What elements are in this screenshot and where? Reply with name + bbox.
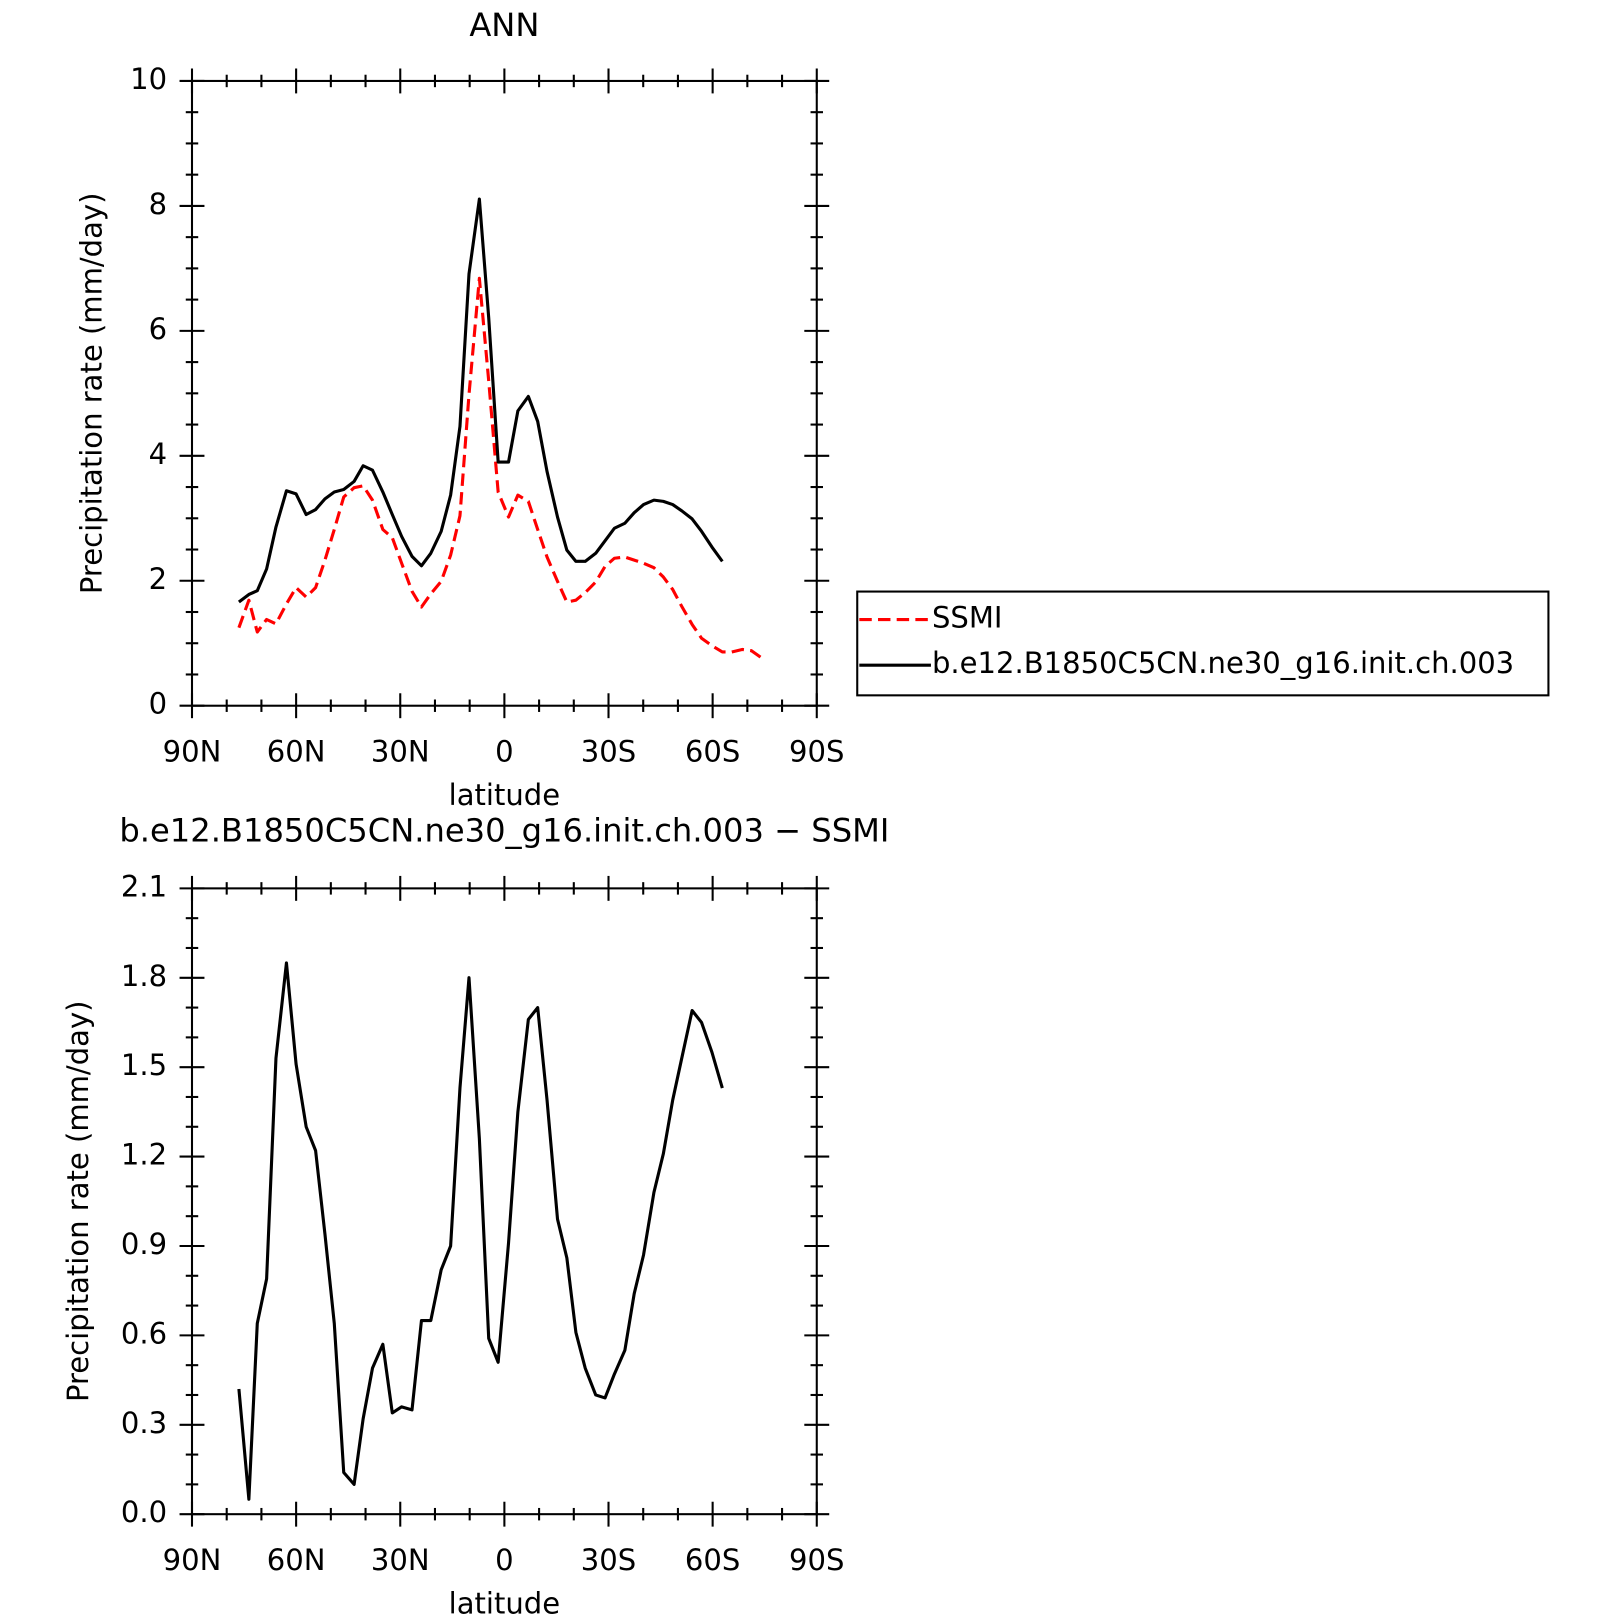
x-tick-label: 0 xyxy=(495,734,513,768)
y-tick-label: 1.8 xyxy=(121,959,167,993)
y-tick-label: 8 xyxy=(149,187,167,221)
data-line xyxy=(237,276,763,660)
y-tick-label: 1.5 xyxy=(121,1048,167,1082)
x-tick-label: 90N xyxy=(163,1543,222,1577)
y-tick-label: 0.3 xyxy=(121,1406,167,1440)
x-tick-label: 0 xyxy=(495,1543,513,1577)
legend-label: SSMI xyxy=(932,601,1003,635)
y-axis-label: Precipitation rate (mm/day) xyxy=(74,193,108,595)
chart-title: ANN xyxy=(469,6,539,44)
x-tick-label: 60S xyxy=(685,1543,740,1577)
legend-label: b.e12.B1850C5CN.ne30_g16.init.ch.003 xyxy=(932,646,1514,680)
legend-box xyxy=(856,590,1550,697)
x-axis-label: latitude xyxy=(449,1587,560,1619)
x-tick-label: 90S xyxy=(789,734,844,768)
chart-title: b.e12.B1850C5CN.ne30_g16.init.ch.003 − S… xyxy=(119,811,889,849)
y-tick-label: 4 xyxy=(149,437,167,471)
x-tick-label: 30N xyxy=(371,734,430,768)
x-tick-label: 90S xyxy=(789,1543,844,1577)
x-tick-label: 30N xyxy=(371,1543,430,1577)
y-axis-label: Precipitation rate (mm/day) xyxy=(61,1001,95,1402)
y-tick-label: 1.2 xyxy=(121,1138,167,1172)
y-tick-label: 0.9 xyxy=(121,1227,167,1261)
data-line xyxy=(237,961,724,1501)
x-tick-label: 30S xyxy=(581,734,636,768)
y-tick-label: 2.1 xyxy=(121,869,167,903)
plot-frame xyxy=(190,79,818,707)
y-tick-label: 0.0 xyxy=(121,1495,167,1529)
y-tick-label: 2 xyxy=(149,562,167,596)
x-tick-label: 60N xyxy=(267,1543,326,1577)
x-tick-label: 90N xyxy=(163,734,222,768)
data-line xyxy=(237,197,724,604)
y-tick-label: 6 xyxy=(149,312,167,346)
y-tick-label: 0.6 xyxy=(121,1316,167,1350)
x-axis-label: latitude xyxy=(449,778,560,812)
x-tick-label: 60N xyxy=(267,734,326,768)
x-tick-label: 60S xyxy=(685,734,740,768)
y-tick-label: 0 xyxy=(149,687,167,721)
y-tick-label: 10 xyxy=(130,62,167,96)
x-tick-label: 30S xyxy=(581,1543,636,1577)
